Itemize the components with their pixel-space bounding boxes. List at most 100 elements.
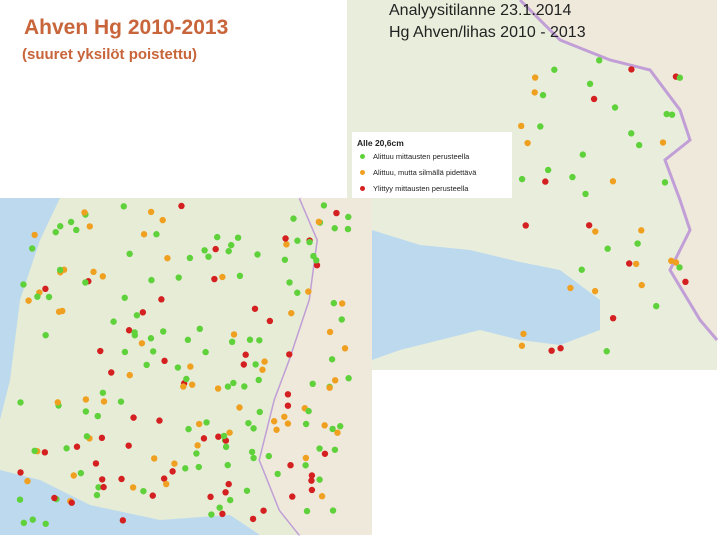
title: Ahven Hg 2010-2013 xyxy=(24,16,229,39)
site-dot xyxy=(283,241,290,248)
site-dot xyxy=(41,449,49,456)
site-dot xyxy=(31,447,38,455)
site-dot xyxy=(118,475,125,483)
site-dot xyxy=(16,496,24,503)
site-dot xyxy=(288,309,295,317)
site-dot xyxy=(663,110,670,118)
site-dot xyxy=(130,414,137,421)
site-dot xyxy=(31,231,38,239)
site-dot xyxy=(216,504,223,511)
site-dot xyxy=(236,404,243,411)
site-dot xyxy=(220,432,228,440)
site-dot xyxy=(90,268,97,276)
legend-title: Alle 20,6cm xyxy=(357,138,404,148)
site-dot xyxy=(228,338,236,346)
site-dot xyxy=(160,475,168,482)
site-dot xyxy=(52,228,59,236)
site-dot xyxy=(302,454,310,462)
site-dot xyxy=(158,296,165,303)
site-dot xyxy=(156,417,163,424)
site-dot xyxy=(73,226,80,234)
site-dot xyxy=(591,287,599,295)
site-dot xyxy=(185,425,192,433)
site-dot xyxy=(306,238,313,246)
site-dot xyxy=(578,266,585,273)
site-dot xyxy=(250,454,257,462)
site-dot xyxy=(219,510,226,518)
site-dot xyxy=(259,366,266,373)
site-dot xyxy=(289,493,296,500)
site-dot xyxy=(273,426,280,433)
site-dot xyxy=(303,507,311,515)
site-dot xyxy=(330,299,338,307)
left-map xyxy=(0,197,372,536)
site-dot xyxy=(195,463,202,471)
site-dot xyxy=(266,317,274,325)
site-dot xyxy=(222,489,229,496)
site-dot xyxy=(682,278,689,286)
site-dot xyxy=(138,340,146,347)
site-dot xyxy=(586,80,594,88)
site-dot xyxy=(294,289,301,296)
site-dot xyxy=(51,494,58,502)
site-dot xyxy=(55,308,63,315)
site-dot xyxy=(326,384,333,391)
site-dot xyxy=(153,231,160,238)
site-dot xyxy=(100,398,108,405)
site-dot xyxy=(186,254,194,262)
site-dot xyxy=(661,179,669,186)
site-dot xyxy=(284,420,292,427)
site-dot xyxy=(344,225,352,233)
site-dot xyxy=(345,375,352,382)
site-dot xyxy=(329,507,337,514)
legend-label: Ylittyy mittausten perusteella xyxy=(373,184,469,193)
site-dot xyxy=(125,442,132,449)
site-dot xyxy=(230,379,237,387)
site-dot xyxy=(302,420,310,428)
site-dot xyxy=(70,472,77,479)
site-dot xyxy=(82,408,90,415)
site-dot xyxy=(205,253,212,260)
site-dot xyxy=(274,470,281,478)
site-dot xyxy=(256,337,263,344)
site-dot xyxy=(119,517,127,524)
site-dot xyxy=(531,89,538,96)
site-dot xyxy=(99,476,106,483)
site-dot xyxy=(42,520,49,527)
site-dot xyxy=(29,516,36,523)
site-dot xyxy=(95,484,102,491)
site-dot xyxy=(520,330,527,338)
site-dot xyxy=(329,425,336,433)
site-dot xyxy=(321,422,328,429)
site-dot xyxy=(286,279,293,286)
site-dot xyxy=(160,328,167,335)
site-dot xyxy=(196,325,203,333)
site-dot xyxy=(240,361,248,368)
site-dot xyxy=(542,178,549,185)
site-dot xyxy=(174,364,182,371)
site-dot xyxy=(149,348,157,355)
site-dot xyxy=(126,371,133,379)
site-dot xyxy=(133,312,141,319)
site-dot xyxy=(45,293,53,301)
site-dot xyxy=(261,358,268,365)
site-dot xyxy=(638,227,645,234)
site-dot xyxy=(234,234,242,241)
site-dot xyxy=(214,385,222,392)
site-dot xyxy=(148,276,155,284)
site-dot xyxy=(159,216,166,224)
site-dot xyxy=(284,402,292,409)
site-dot xyxy=(313,262,321,269)
site-dot xyxy=(531,74,539,81)
site-dot xyxy=(634,240,641,247)
right-title: Analyysitilanne 23.1.2014 xyxy=(389,2,572,19)
site-dot xyxy=(182,465,189,472)
site-dot xyxy=(161,357,168,365)
site-dot xyxy=(286,351,293,358)
site-dot xyxy=(143,361,150,369)
site-dot xyxy=(83,433,91,440)
site-dot xyxy=(195,420,203,428)
site-dot xyxy=(590,95,598,103)
site-dot xyxy=(544,166,552,174)
